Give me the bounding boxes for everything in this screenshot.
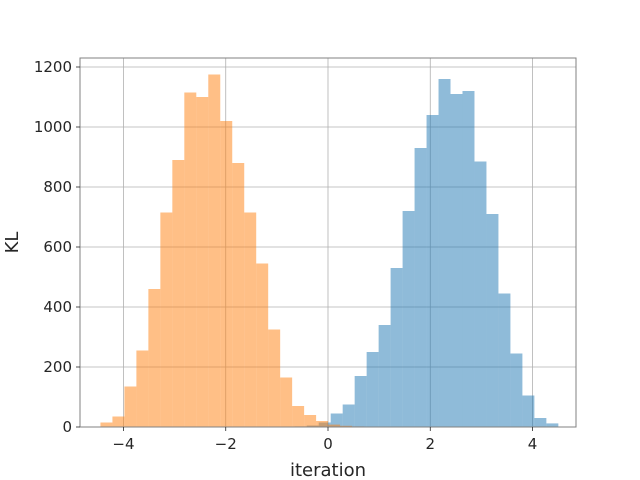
y-tick-label-4: 800 — [43, 178, 72, 196]
y-tick-label-0: 0 — [62, 418, 72, 436]
histogram-bar-s0-15 — [474, 161, 487, 427]
x-tick-label-0: −4 — [112, 435, 134, 453]
histogram-bar-s0-16 — [486, 214, 499, 427]
x-tick-label-4: 4 — [528, 435, 538, 453]
histogram-bar-s0-6 — [366, 352, 379, 427]
y-tick-label-2: 400 — [43, 298, 72, 316]
histogram-bar-s0-14 — [462, 91, 475, 427]
histogram-bar-s1-13 — [256, 263, 269, 427]
histogram-bar-s1-0 — [100, 422, 113, 427]
histogram-bar-s1-18 — [316, 421, 329, 427]
histogram-bar-s1-2 — [124, 386, 137, 427]
histogram-bar-s0-20 — [534, 418, 547, 427]
histogram-bar-s0-10 — [414, 148, 427, 427]
y-tick-label-6: 1200 — [34, 58, 72, 76]
histogram-bar-s1-20 — [340, 425, 353, 427]
x-axis-ticks: −4 −2 0 2 4 — [112, 427, 537, 453]
histogram-bar-s1-19 — [328, 424, 341, 427]
y-tick-label-1: 200 — [43, 358, 72, 376]
histogram-bar-s1-6 — [172, 160, 185, 427]
histogram-bar-s1-9 — [208, 74, 221, 427]
histogram-bar-s1-5 — [160, 212, 173, 427]
histogram-bar-s0-8 — [390, 268, 403, 427]
histogram-bar-s0-11 — [426, 115, 439, 427]
histogram-bar-s0-21 — [546, 423, 559, 427]
histogram-bar-s0-7 — [378, 325, 391, 427]
histogram-bar-s1-4 — [148, 289, 161, 427]
x-tick-label-2: 0 — [323, 435, 333, 453]
x-axis-label: iteration — [290, 460, 366, 480]
histogram-bar-s0-19 — [522, 395, 535, 427]
histogram-bar-s0-4 — [342, 404, 355, 427]
histogram-bar-s1-11 — [232, 163, 245, 427]
histogram-bar-s0-3 — [330, 413, 343, 427]
y-axis-label: KL — [2, 232, 23, 254]
histogram-bar-s0-5 — [354, 376, 367, 427]
histogram-bar-s0-12 — [438, 79, 451, 427]
histogram-bar-s0-13 — [450, 94, 463, 427]
histogram-bar-s0-18 — [510, 353, 523, 427]
x-tick-label-1: −2 — [215, 435, 237, 453]
bars — [100, 74, 559, 427]
histogram-bar-s1-15 — [280, 377, 293, 427]
histogram-bar-s1-1 — [112, 416, 125, 427]
y-axis-ticks: 0 200 400 600 800 1000 1200 — [34, 58, 80, 436]
y-tick-label-5: 1000 — [34, 118, 72, 136]
histogram-bar-s1-17 — [304, 415, 317, 427]
histogram-bar-s1-8 — [196, 97, 209, 427]
histogram-bar-s1-7 — [184, 92, 197, 427]
histogram-bar-s1-16 — [292, 406, 305, 427]
histogram-bar-s1-12 — [244, 212, 257, 427]
histogram-bar-s1-3 — [136, 350, 149, 427]
x-tick-label-3: 2 — [425, 435, 435, 453]
histogram-bar-s0-9 — [402, 211, 415, 427]
y-tick-label-3: 600 — [43, 238, 72, 256]
histogram-bar-s0-17 — [498, 293, 511, 427]
histogram-bar-s1-14 — [268, 329, 281, 427]
histogram-bar-s1-10 — [220, 121, 233, 427]
